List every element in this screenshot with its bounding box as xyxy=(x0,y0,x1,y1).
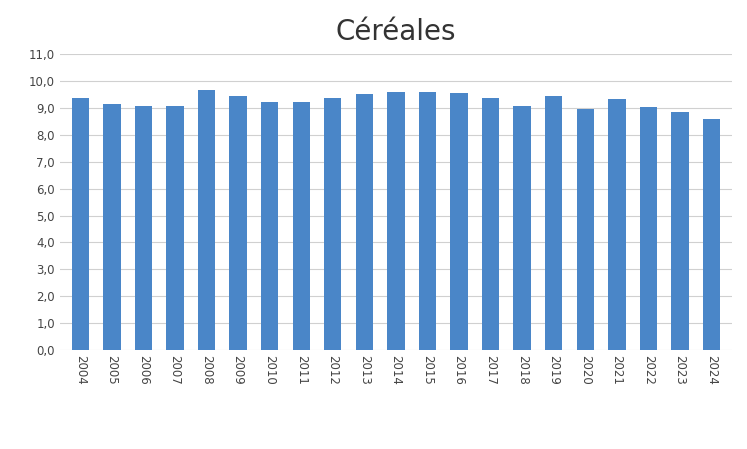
Bar xyxy=(261,102,279,350)
Bar xyxy=(703,119,720,350)
Bar xyxy=(356,94,373,350)
Bar xyxy=(167,106,184,350)
Bar xyxy=(513,106,531,350)
Bar xyxy=(198,90,215,350)
Bar xyxy=(103,104,120,350)
Bar xyxy=(324,97,341,350)
Bar xyxy=(387,92,405,350)
Bar xyxy=(419,92,436,350)
Bar xyxy=(450,93,468,350)
Bar xyxy=(639,107,657,350)
Bar xyxy=(545,97,562,350)
Bar xyxy=(577,109,594,350)
Bar xyxy=(482,98,499,350)
Bar xyxy=(293,102,310,350)
Bar xyxy=(72,98,89,350)
Bar xyxy=(134,106,152,350)
Bar xyxy=(229,97,247,350)
Bar xyxy=(608,99,625,350)
Title: Céréales: Céréales xyxy=(335,18,456,46)
Bar xyxy=(672,112,689,350)
